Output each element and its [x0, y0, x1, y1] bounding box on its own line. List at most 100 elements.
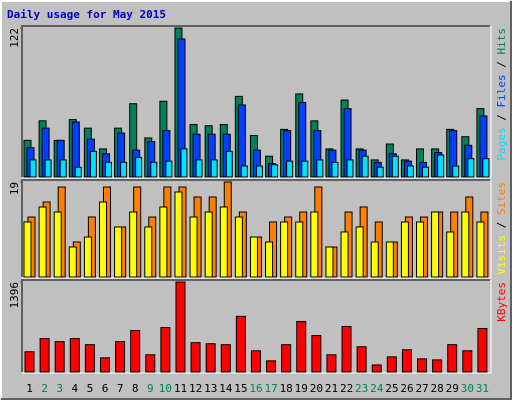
bar	[355, 226, 364, 278]
x-tick-label: 8	[132, 382, 139, 395]
bar	[220, 344, 231, 373]
bar	[99, 357, 110, 373]
bar	[301, 160, 309, 178]
bar	[461, 211, 470, 278]
bar	[417, 358, 428, 373]
bar	[150, 161, 158, 178]
x-tick-label: 16	[249, 382, 262, 395]
bar	[190, 342, 201, 373]
bar	[406, 165, 414, 178]
x-tick-label: 6	[102, 382, 109, 395]
bar	[84, 344, 95, 373]
panel-light	[22, 280, 492, 374]
bar	[225, 150, 233, 178]
bar	[74, 166, 82, 178]
bar	[249, 236, 258, 278]
bar	[432, 359, 443, 373]
bar	[370, 241, 379, 278]
bar	[422, 166, 430, 178]
bar	[160, 327, 171, 373]
bar	[114, 226, 123, 278]
bar	[346, 159, 354, 178]
bar	[120, 161, 128, 178]
bar	[400, 221, 409, 278]
bar	[174, 191, 183, 278]
bar	[144, 226, 153, 278]
bar	[341, 325, 352, 373]
bar	[23, 221, 32, 278]
bar	[53, 211, 62, 278]
legend-separator: /	[495, 215, 508, 235]
legend: KBytes	[495, 282, 508, 322]
bar	[431, 211, 440, 278]
panel-light	[22, 180, 492, 279]
x-tick-label: 2	[41, 382, 48, 395]
x-tick-label: 31	[476, 382, 489, 395]
bar	[235, 315, 246, 373]
x-tick-label: 24	[370, 382, 384, 395]
y-tick-label: 1396	[8, 282, 21, 309]
bar	[255, 165, 263, 178]
bar	[234, 216, 243, 278]
legend-entry: Visits	[495, 235, 508, 275]
bar	[316, 159, 324, 178]
bar	[145, 354, 156, 373]
bar	[271, 164, 279, 178]
panel-shadow	[21, 279, 490, 372]
bar	[44, 159, 52, 178]
x-tick-label: 9	[147, 382, 154, 395]
bar	[281, 344, 292, 373]
panel-shadow	[21, 25, 490, 177]
x-tick-label: 20	[310, 382, 323, 395]
panel-light	[22, 26, 492, 179]
x-tick-label: 19	[295, 382, 308, 395]
x-tick-label: 12	[189, 382, 202, 395]
bar	[376, 166, 384, 178]
bar	[280, 221, 289, 278]
bar	[467, 158, 475, 178]
bar	[482, 158, 490, 178]
x-tick-label: 18	[280, 382, 293, 395]
bar	[104, 161, 112, 178]
bar	[265, 241, 274, 278]
x-tick-label: 26	[400, 382, 413, 395]
bar	[38, 206, 47, 278]
bar	[356, 346, 367, 373]
bar	[477, 327, 488, 373]
bar	[446, 231, 455, 278]
x-tick-label: 1	[26, 382, 33, 395]
bar	[371, 364, 382, 373]
legend-entry: Pages	[495, 127, 508, 160]
bar	[83, 236, 92, 278]
x-tick-label: 15	[234, 382, 247, 395]
x-tick-label: 27	[415, 382, 428, 395]
x-tick-label: 7	[117, 382, 124, 395]
bar	[311, 335, 322, 373]
bar	[195, 159, 203, 178]
x-tick-label: 14	[219, 382, 233, 395]
bar	[98, 201, 107, 278]
x-tick-label: 23	[355, 382, 368, 395]
bar	[385, 241, 394, 278]
x-tick-label: 11	[174, 382, 187, 395]
bar	[326, 354, 337, 373]
bar	[401, 349, 412, 373]
x-tick-label: 10	[159, 382, 172, 395]
bar	[391, 155, 399, 178]
bar	[59, 159, 67, 178]
chart-title: Daily usage for May 2015	[7, 8, 166, 21]
x-tick-label: 4	[72, 382, 79, 395]
legend-separator: /	[495, 55, 508, 75]
bar	[286, 160, 294, 178]
bar	[135, 156, 143, 178]
bar	[240, 165, 248, 178]
legend-entry: Hits	[495, 28, 508, 55]
x-tick-label: 5	[87, 382, 94, 395]
bar	[159, 206, 168, 278]
bar	[296, 320, 307, 373]
